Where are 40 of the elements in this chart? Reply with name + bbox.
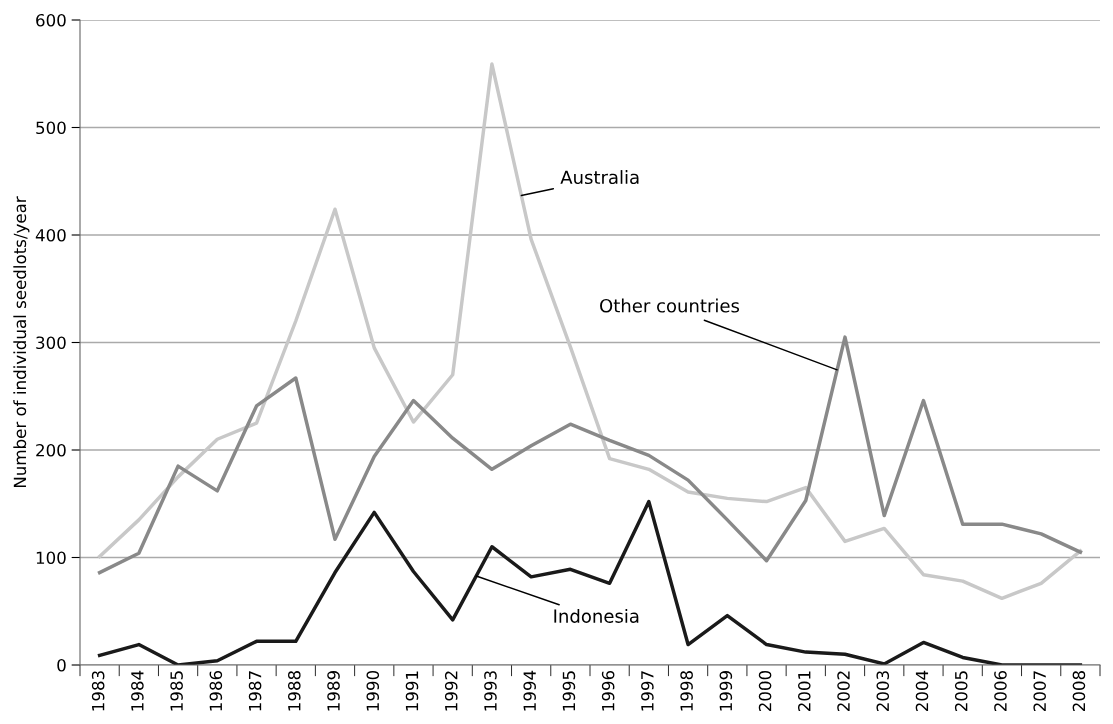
x-tick-label: 2008 [1072,671,1086,712]
x-tick-label: 1992 [444,671,458,711]
x-tick-label: 1991 [405,671,419,711]
y-tick-label: 600 [36,13,66,27]
y-tick-label: 100 [36,551,66,565]
x-tick-label: 1986 [209,670,223,711]
y-tick-label: 500 [36,121,66,135]
x-tick-label: 1985 [170,671,183,711]
x-tick-label: 1988 [288,671,301,711]
y-tick-label: 200 [36,443,66,457]
x-tick-label: 1984 [131,670,144,711]
x-tick-label: 2005 [954,671,968,712]
x-tick-label: 1999 [719,671,733,711]
x-tick-label: 1997 [641,671,654,711]
x-tick-label: 1989 [327,671,340,711]
x-tick-label: 2006 [994,670,1007,712]
x-tick-label: 1998 [680,671,693,711]
y-tick-label: 300 [36,336,66,350]
x-tick-label: 1993 [484,671,497,711]
series-label: Indonesia [554,608,639,623]
x-tick-label: 2001 [798,671,811,712]
y-tick-label: 400 [35,228,66,242]
line-series [97,62,1083,601]
text: Australia [560,170,639,185]
x-tick-label: 2007 [1033,671,1046,712]
x-tick-label: 1990 [366,670,380,711]
line-series [97,499,1083,665]
line-series [97,335,1083,575]
y-axis-title: Number of individual seedlots/year [13,196,30,488]
text: Other countries [600,298,740,313]
x-tick-label: 1995 [562,671,576,711]
x-tick-label: 1983 [91,671,105,711]
x-tick-label: 1996 [601,670,615,711]
x-tick-label: 2000 [758,670,772,712]
x-tick-label: 1994 [523,670,536,711]
x-tick-label: 1987 [248,671,262,711]
x-tick-label: 2003 [876,671,890,712]
y-tick-label: 0 [57,658,66,672]
x-tick-label: 2004 [915,670,929,712]
x-tick-label: 2002 [837,671,850,712]
